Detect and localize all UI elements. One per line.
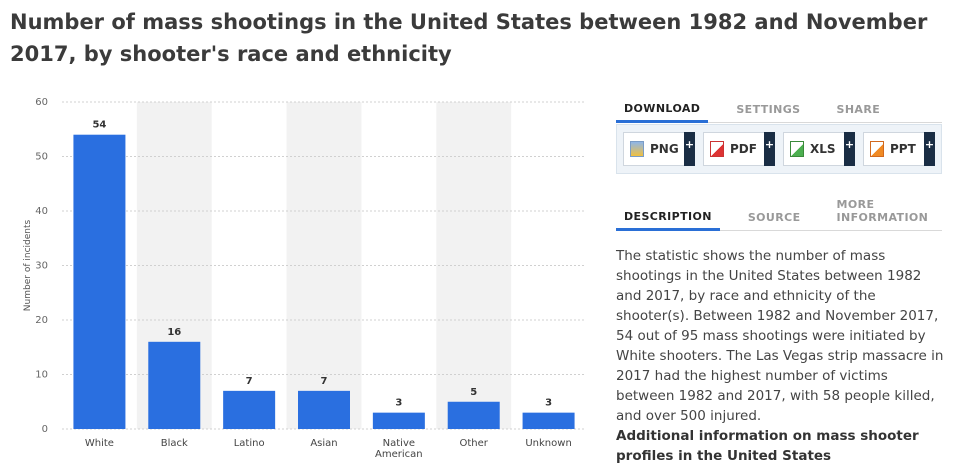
category-label: Native American — [375, 438, 423, 460]
category-label: White — [85, 438, 114, 449]
data-label: 7 — [321, 376, 328, 387]
plus-icon[interactable]: + — [924, 132, 935, 166]
download-png-label: PNG — [650, 142, 679, 156]
y-tick-label: 20 — [35, 315, 48, 326]
data-label: 3 — [545, 398, 552, 409]
bar — [148, 341, 201, 429]
download-tabs: DOWNLOAD SETTINGS SHARE — [616, 94, 942, 123]
tab-download[interactable]: DOWNLOAD — [616, 102, 709, 123]
y-tick-label: 50 — [35, 152, 48, 163]
category-label: Latino — [234, 438, 265, 449]
category-label: Unknown — [525, 438, 571, 449]
y-tick-label: 30 — [35, 261, 48, 272]
tab-settings[interactable]: SETTINGS — [736, 103, 801, 116]
tab-description[interactable]: DESCRIPTION — [616, 210, 720, 231]
bar — [73, 134, 126, 429]
data-label: 54 — [92, 120, 106, 131]
chart-area: 0 10 20 30 40 50 60 Number of incidents 54 White 1… — [0, 92, 600, 474]
y-tick-label: 10 — [35, 370, 48, 381]
category-label: Asian — [310, 438, 337, 449]
y-tick-label: 0 — [42, 424, 48, 435]
bar-chart: 0 10 20 30 40 50 60 Number of incidents 54 White 1… — [23, 97, 586, 460]
download-xls-button[interactable]: XLS + — [783, 132, 855, 166]
data-label: 7 — [246, 376, 253, 387]
y-axis-label: Number of incidents — [23, 220, 33, 312]
download-pdf-label: PDF — [730, 142, 757, 156]
xls-file-icon — [790, 141, 804, 157]
bar — [447, 401, 500, 429]
plus-icon[interactable]: + — [684, 132, 695, 166]
data-label: 5 — [470, 387, 477, 398]
bar — [522, 412, 575, 429]
category-label: Black — [161, 438, 188, 449]
y-tick-label: 40 — [35, 206, 48, 217]
tab-share[interactable]: SHARE — [836, 103, 881, 116]
plus-icon[interactable]: + — [844, 132, 855, 166]
description-tabs: DESCRIPTION SOURCE MORE INFORMATION — [616, 198, 942, 231]
download-box: PNG + PDF + XLS + PPT + — [616, 124, 942, 174]
png-file-icon — [630, 141, 644, 157]
download-png-button[interactable]: PNG + — [623, 132, 695, 166]
plus-icon[interactable]: + — [764, 132, 775, 166]
y-tick-label: 60 — [35, 97, 48, 108]
pdf-file-icon — [710, 141, 724, 157]
page-title: Number of mass shootings in the United S… — [10, 10, 928, 66]
download-ppt-button[interactable]: PPT + — [863, 132, 935, 166]
ppt-file-icon — [870, 141, 884, 157]
bar — [223, 390, 276, 429]
data-label: 3 — [395, 398, 402, 409]
download-pdf-button[interactable]: PDF + — [703, 132, 775, 166]
bar — [372, 412, 425, 429]
category-label: Other — [460, 438, 489, 449]
download-ppt-label: PPT — [890, 142, 916, 156]
tab-more-information[interactable]: MORE INFORMATION — [836, 198, 929, 224]
additional-info-heading: Additional information on mass shooter p… — [616, 428, 919, 464]
description-text: The statistic shows the number of mass s… — [616, 248, 944, 424]
bar — [298, 390, 350, 429]
download-xls-label: XLS — [810, 142, 836, 156]
tab-source[interactable]: SOURCE — [747, 211, 801, 224]
data-label: 16 — [167, 327, 181, 338]
